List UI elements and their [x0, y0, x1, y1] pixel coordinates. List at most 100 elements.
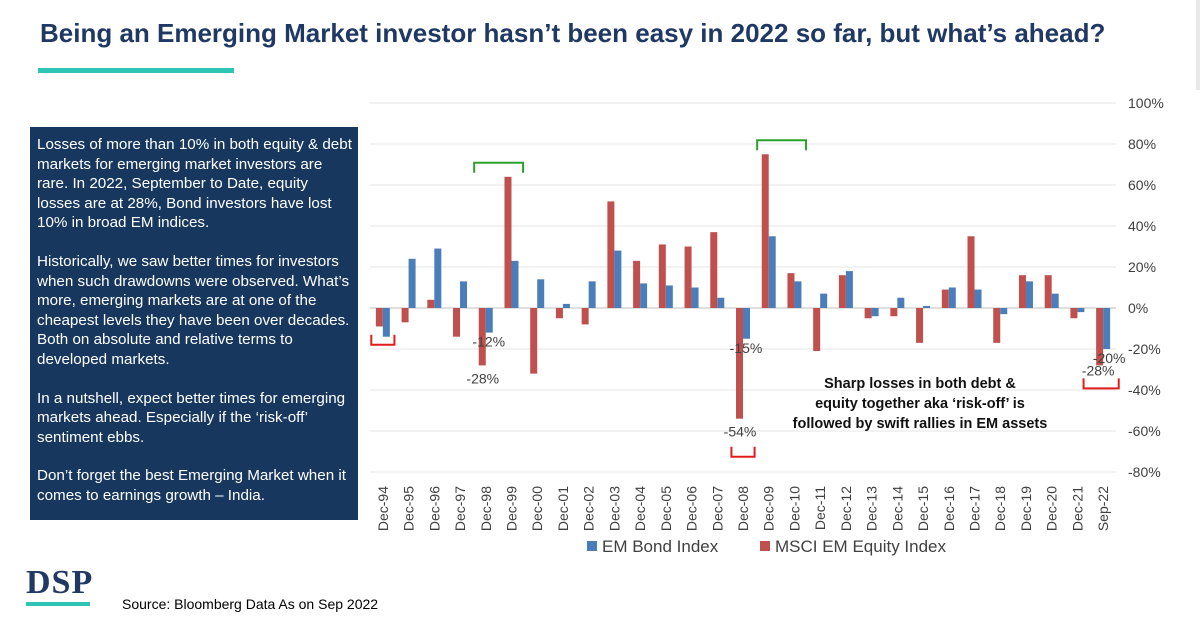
bond-bar: [1025, 281, 1033, 308]
x-tick-label: Dec-12: [838, 486, 854, 531]
bond-bar: [460, 281, 468, 308]
bond-bar: [562, 303, 570, 308]
equity-bar: [916, 308, 924, 343]
bond-bar: [1077, 308, 1085, 313]
equity-bar: [890, 308, 898, 317]
equity-bar: [967, 236, 975, 308]
loss-bracket: [1082, 378, 1120, 390]
equity-bar: [453, 308, 461, 337]
loss-bracket: [730, 446, 756, 458]
x-tick-label: Dec-09: [761, 486, 777, 531]
y-tick-label: 20%: [1128, 259, 1156, 275]
legend-swatch-equity: [760, 541, 770, 551]
x-tick-label: Dec-16: [941, 486, 957, 531]
x-tick-label: Dec-10: [786, 486, 802, 531]
x-tick-label: Dec-94: [375, 486, 391, 531]
y-tick-label: 80%: [1128, 136, 1156, 152]
y-tick-label: 60%: [1128, 177, 1156, 193]
x-tick-label: Dec-18: [992, 486, 1008, 531]
x-tick-label: Dec-04: [632, 486, 648, 531]
bond-bar: [640, 283, 648, 308]
legend-swatch-bond: [587, 541, 597, 551]
source-note: Source: Bloomberg Data As on Sep 2022: [122, 596, 379, 612]
loss-bracket: [370, 334, 396, 346]
x-tick-label: Dec-01: [555, 486, 571, 531]
equity-bar: [993, 308, 1001, 343]
equity-bar: [1044, 275, 1052, 308]
x-tick-label: Dec-06: [684, 486, 700, 531]
y-tick-label: 100%: [1128, 95, 1164, 111]
data-label: -28%: [1082, 362, 1115, 378]
equity-bar: [761, 154, 769, 308]
equity-bar: [504, 176, 512, 308]
rally-bracket: [756, 139, 808, 151]
bond-bar: [434, 248, 442, 308]
bond-bar: [845, 271, 853, 308]
returns-bar-chart: 100%80%60%40%20%0%-20%-40%-60%-80%Dec-94…: [370, 95, 1164, 556]
equity-bar: [375, 308, 383, 327]
bond-bar: [537, 279, 545, 308]
bond-bar: [382, 308, 390, 337]
annotation-line: Sharp losses in both debt &: [824, 376, 1016, 392]
x-tick-label: Dec-19: [1018, 486, 1034, 531]
equity-bar: [633, 260, 641, 308]
bond-bar: [820, 293, 828, 308]
x-tick-label: Dec-14: [889, 486, 905, 531]
bond-bar: [768, 236, 776, 308]
bond-bar: [974, 289, 982, 308]
page-title: Being an Emerging Market investor hasn’t…: [40, 18, 1106, 48]
equity-bar: [555, 308, 563, 319]
y-tick-label: -20%: [1128, 341, 1161, 357]
x-tick-label: Dec-98: [478, 486, 494, 531]
x-tick-label: Sep-22: [1095, 486, 1111, 531]
rally-bracket: [473, 161, 525, 173]
commentary-panel: Losses of more than 10% in both equity &…: [30, 127, 358, 520]
equity-bar: [427, 299, 435, 308]
x-tick-label: Dec-11: [812, 486, 828, 530]
equity-bar: [736, 308, 743, 419]
equity-bar: [813, 308, 821, 352]
legend-label-bond: EM Bond Index: [602, 537, 719, 556]
equity-bar: [838, 275, 846, 308]
bond-bar: [511, 260, 519, 308]
equity-bar: [1096, 308, 1104, 366]
x-tick-label: Dec-03: [606, 486, 622, 531]
equity-bar: [1018, 275, 1026, 308]
dsp-logo: DSP: [26, 564, 94, 601]
data-label: -54%: [724, 424, 757, 440]
bond-bar: [794, 281, 802, 308]
x-tick-label: Dec-99: [503, 486, 519, 531]
x-tick-label: Dec-00: [529, 486, 545, 531]
equity-bar: [658, 244, 666, 308]
data-label: -15%: [730, 340, 763, 356]
bond-bar: [743, 308, 750, 339]
bond-bar: [1103, 308, 1111, 349]
y-tick-label: 40%: [1128, 218, 1156, 234]
data-label: -20%: [1093, 350, 1126, 366]
bond-bar: [1000, 308, 1008, 315]
annotation-line: equity together aka ‘risk-off’ is: [815, 396, 1025, 412]
equity-bar: [581, 308, 589, 325]
equity-bar: [1070, 308, 1078, 319]
equity-bar: [710, 232, 718, 308]
commentary-paragraph: Historically, we saw better times for in…: [37, 252, 350, 368]
equity-bar: [684, 246, 692, 308]
y-tick-label: -40%: [1128, 382, 1161, 398]
data-label: -28%: [466, 370, 499, 386]
logo-underline: [26, 602, 90, 606]
legend-label-equity: MSCI EM Equity Index: [775, 537, 947, 556]
annotation-line: followed by swift rallies in EM assets: [793, 416, 1048, 432]
equity-bar: [941, 289, 949, 308]
x-tick-label: Dec-21: [1069, 486, 1085, 531]
x-tick-label: Dec-05: [658, 486, 674, 531]
bond-bar: [923, 305, 931, 308]
x-tick-label: Dec-02: [581, 486, 597, 531]
x-tick-label: Dec-13: [864, 486, 880, 531]
x-tick-label: Dec-96: [426, 486, 442, 531]
y-tick-label: -80%: [1128, 464, 1161, 480]
commentary-paragraph: Don’t forget the best Emerging Market wh…: [37, 467, 346, 504]
x-tick-label: Dec-95: [401, 486, 417, 531]
bond-bar: [897, 297, 905, 308]
commentary-paragraph: Losses of more than 10% in both equity &…: [37, 136, 352, 232]
y-tick-label: -60%: [1128, 423, 1161, 439]
